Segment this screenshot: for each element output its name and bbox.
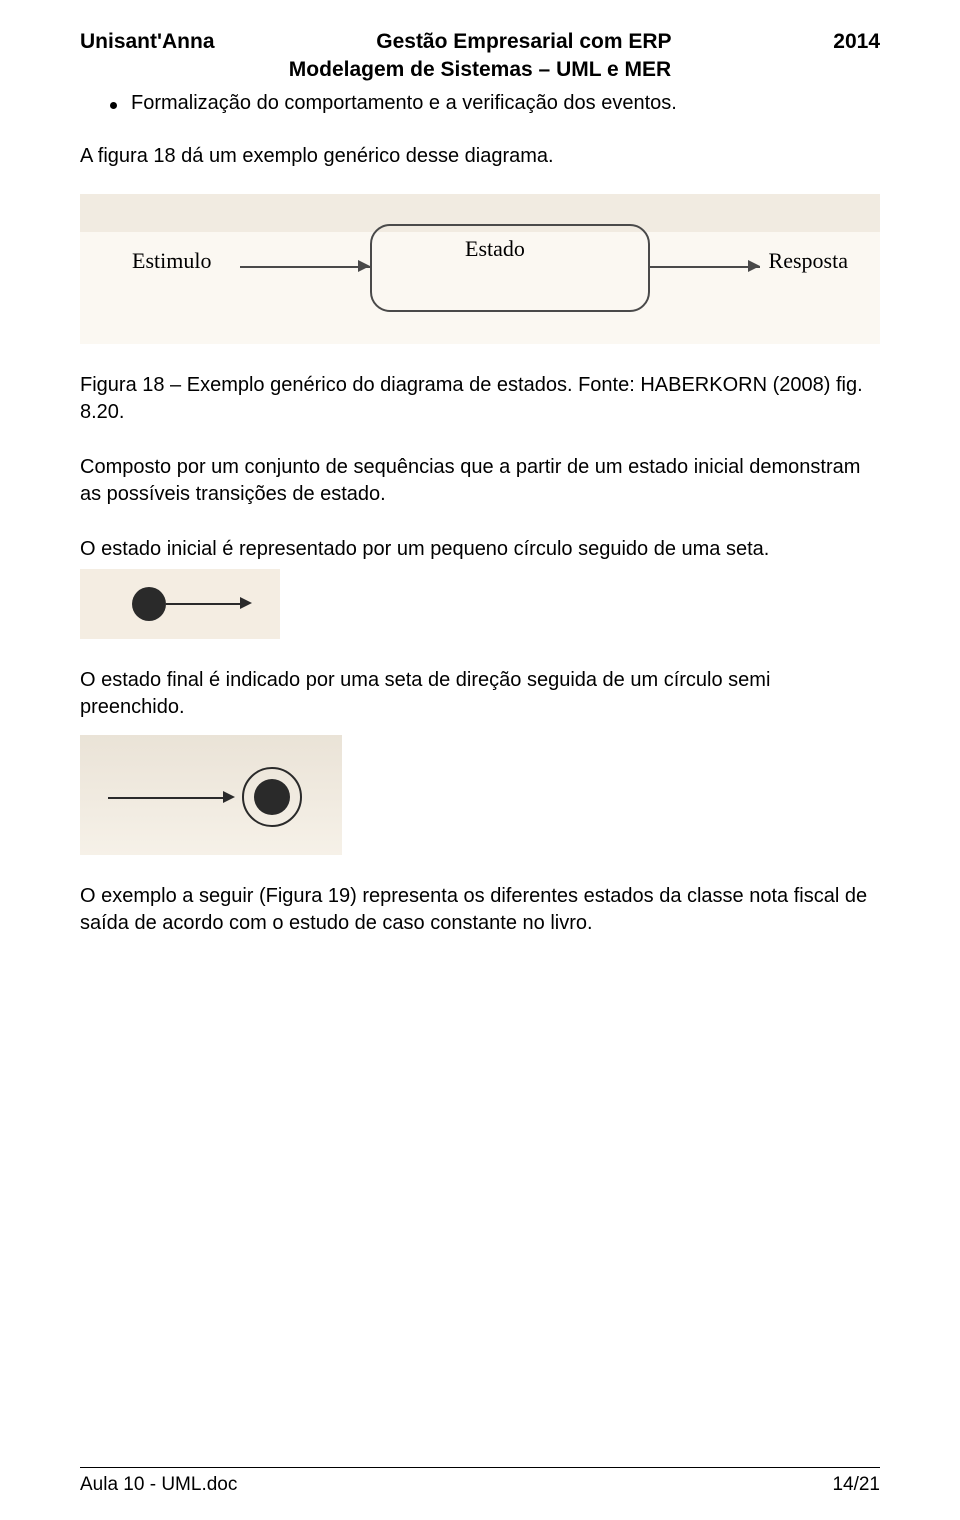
figure-final-state	[80, 735, 342, 855]
arrow-line-icon	[240, 266, 370, 268]
header-right: 2014	[833, 30, 880, 54]
arrow-head-icon	[240, 597, 252, 609]
footer-right: 14/21	[832, 1474, 880, 1496]
footer-left: Aula 10 - UML.doc	[80, 1474, 237, 1496]
bullet-icon	[110, 102, 117, 109]
header-sub: Modelagem de Sistemas – UML e MER	[80, 58, 880, 82]
bullet-text: Formalização do comportamento e a verifi…	[131, 92, 677, 115]
arrow-head-icon	[223, 791, 235, 803]
arrow-head-icon	[748, 260, 760, 272]
page: Unisant'Anna Gestão Empresarial com ERP …	[0, 0, 960, 1520]
header-center: Gestão Empresarial com ERP	[376, 30, 671, 54]
filled-circle-icon	[254, 779, 290, 815]
footer: Aula 10 - UML.doc 14/21	[80, 1474, 880, 1496]
bullet-line: Formalização do comportamento e a verifi…	[80, 92, 880, 115]
arrow-line-icon	[108, 797, 228, 799]
filled-circle-icon	[132, 587, 166, 621]
arrow-head-icon	[358, 260, 370, 272]
fig18-label-left: Estimulo	[132, 248, 211, 274]
fig18-label-mid: Estado	[465, 236, 525, 262]
arrow-line-icon	[650, 266, 760, 268]
paragraph-2: Figura 18 – Exemplo genérico do diagrama…	[80, 372, 880, 426]
header-left: Unisant'Anna	[80, 30, 215, 54]
figure-18: Estimulo Estado Resposta	[80, 194, 880, 344]
paragraph-6: O exemplo a seguir (Figura 19) represent…	[80, 883, 880, 937]
figure-initial-state	[80, 569, 280, 639]
paragraph-3: Composto por um conjunto de sequências q…	[80, 454, 880, 508]
paragraph-5: O estado final é indicado por uma seta d…	[80, 667, 880, 721]
footer-divider	[80, 1467, 880, 1468]
header-row: Unisant'Anna Gestão Empresarial com ERP …	[80, 30, 880, 54]
paragraph-4: O estado inicial é representado por um p…	[80, 536, 880, 563]
paragraph-1: A figura 18 dá um exemplo genérico desse…	[80, 143, 880, 170]
fig18-label-right: Resposta	[769, 248, 848, 274]
arrow-line-icon	[166, 603, 246, 605]
